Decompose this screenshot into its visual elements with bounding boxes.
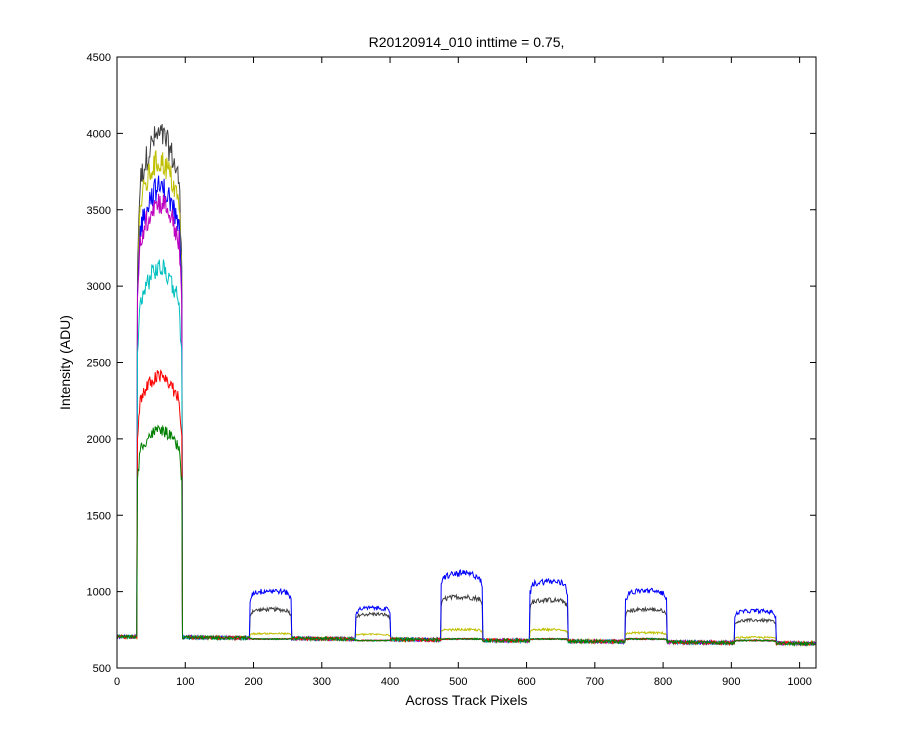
y-tick-label: 2500 xyxy=(87,358,111,370)
x-tick-label: 700 xyxy=(586,676,604,688)
x-tick-label: 500 xyxy=(449,676,467,688)
x-tick-label: 400 xyxy=(381,676,399,688)
y-axis-label: Intensity (ADU) xyxy=(57,315,73,410)
y-tick-label: 3500 xyxy=(87,205,111,217)
x-tick-label: 200 xyxy=(244,676,262,688)
y-tick-label: 4500 xyxy=(87,52,111,64)
y-tick-label: 2000 xyxy=(87,434,111,446)
x-tick-label: 0 xyxy=(114,676,120,688)
y-tick-label: 3000 xyxy=(87,281,111,293)
y-tick-label: 500 xyxy=(93,663,111,675)
x-tick-label: 300 xyxy=(313,676,331,688)
x-tick-label: 100 xyxy=(176,676,194,688)
x-tick-label: 600 xyxy=(517,676,535,688)
x-tick-label: 900 xyxy=(722,676,740,688)
axis-ticks: 0 100 200 300 400 500 600 700 800 900 1000 500 1000 1… xyxy=(87,52,816,688)
plot-area xyxy=(116,123,816,647)
series-line-7 xyxy=(116,424,816,647)
x-tick-label: 1000 xyxy=(787,676,811,688)
y-tick-label: 4000 xyxy=(87,128,111,140)
x-tick-label: 800 xyxy=(654,676,672,688)
y-tick-label: 1500 xyxy=(87,510,111,522)
chart-title: R20120914_010 inttime = 0.75, xyxy=(369,34,565,50)
y-tick-label: 1000 xyxy=(87,587,111,599)
x-axis-label: Across Track Pixels xyxy=(405,692,527,708)
